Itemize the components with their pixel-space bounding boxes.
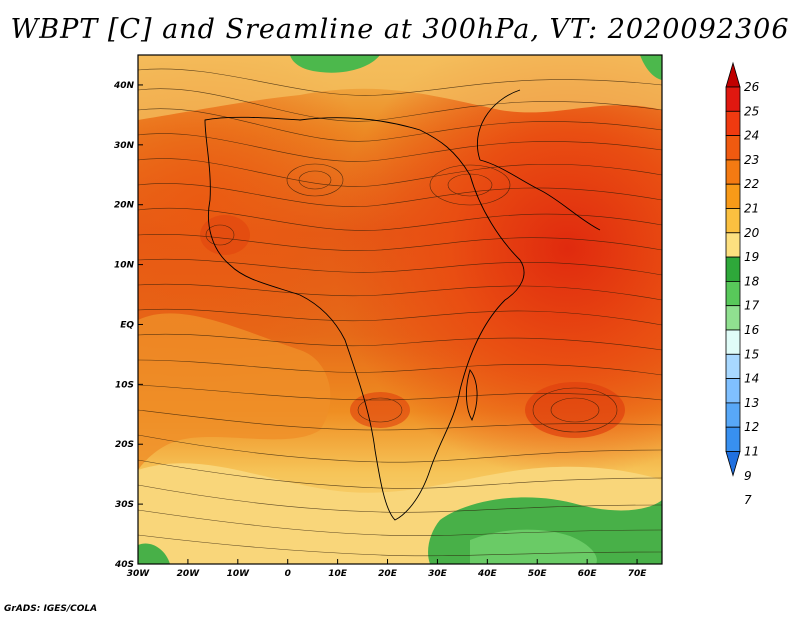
- wbpt-shading: [138, 55, 662, 564]
- streamlines: [138, 68, 662, 557]
- y-tick-label: 40S: [114, 560, 134, 570]
- colorbar-label: 18: [744, 274, 760, 288]
- x-tick-label: 60E: [578, 569, 598, 579]
- y-tick-label: 30N: [114, 141, 135, 151]
- colorbar-swatch: [725, 159, 741, 185]
- colorbar-swatch: [725, 183, 741, 209]
- y-axis: 40N 30N 20N 10N EQ 10S 20S 30S 40S: [113, 81, 143, 570]
- colorbar-swatch: [725, 426, 741, 452]
- y-tick-label: 10S: [115, 380, 134, 390]
- colorbar-label: 26: [744, 80, 760, 94]
- colorbar-swatch: [725, 280, 741, 307]
- colorbar-swatch: [725, 232, 741, 258]
- colorbar-label: 25: [744, 104, 759, 118]
- colorbar-label: 7: [744, 493, 752, 507]
- x-tick-label: 10E: [328, 569, 348, 579]
- colorbar-bottom-arrow: [725, 451, 741, 477]
- x-tick-label: 0: [285, 569, 291, 579]
- colorbar-label: 11: [744, 445, 759, 459]
- footer-credit: GrADS: IGES/COLA: [4, 604, 98, 614]
- colorbar: 26 25 24 23 22 21 20 19 18 17 16 15 14 13 12 11 9 7: [725, 61, 760, 507]
- colorbar-swatch: [725, 305, 741, 331]
- colorbar-swatch: [725, 110, 741, 137]
- x-tick-label: 10W: [227, 569, 251, 579]
- y-tick-label: 10N: [114, 261, 135, 271]
- y-tick-label: EQ: [120, 320, 134, 330]
- y-tick-label: 20N: [114, 201, 135, 211]
- chart-title: WBPT [C] and Sreamline at 300hPa, VT: 20…: [10, 14, 790, 45]
- colorbar-label: 9: [744, 469, 752, 483]
- colorbar-swatch: [725, 86, 741, 112]
- colorbar-swatch: [725, 256, 741, 282]
- colorbar-label: 23: [744, 153, 759, 167]
- colorbar-label: 22: [744, 177, 759, 191]
- colorbar-label: 17: [744, 299, 760, 313]
- x-tick-label: 20E: [378, 569, 398, 579]
- colorbar-label: 14: [744, 372, 759, 386]
- y-tick-label: 30S: [115, 500, 134, 510]
- x-tick-label: 70E: [628, 569, 648, 579]
- x-tick-label: 20W: [177, 569, 201, 579]
- colorbar-top-arrow: [725, 61, 741, 88]
- colorbar-swatch: [725, 208, 741, 234]
- colorbar-label: 24: [744, 129, 759, 143]
- y-tick-label: 40N: [113, 81, 135, 91]
- x-tick-label: 30E: [428, 569, 448, 579]
- colorbar-label: 20: [744, 226, 760, 240]
- colorbar-swatch: [725, 353, 741, 379]
- colorbar-label: 19: [744, 250, 759, 264]
- coastlines: [204, 89, 601, 521]
- map-frame: [137, 54, 663, 565]
- colorbar-label: 12: [744, 420, 759, 434]
- x-tick-label: 40E: [477, 569, 498, 579]
- colorbar-label: 21: [744, 202, 759, 216]
- x-axis: 30W 20W 10W 0 10E 20E 30E 40E 50E 60E 70E: [127, 559, 647, 579]
- colorbar-swatch: [725, 378, 741, 404]
- colorbar-label: 15: [744, 347, 759, 361]
- colorbar-swatch: [725, 329, 741, 355]
- colorbar-swatch: [725, 135, 741, 161]
- x-tick-label: 30W: [127, 569, 151, 579]
- colorbar-swatch: [725, 402, 741, 428]
- x-tick-label: 50E: [528, 569, 548, 579]
- y-tick-label: 20S: [115, 440, 134, 450]
- colorbar-label: 16: [744, 323, 760, 337]
- colorbar-label: 13: [744, 396, 759, 410]
